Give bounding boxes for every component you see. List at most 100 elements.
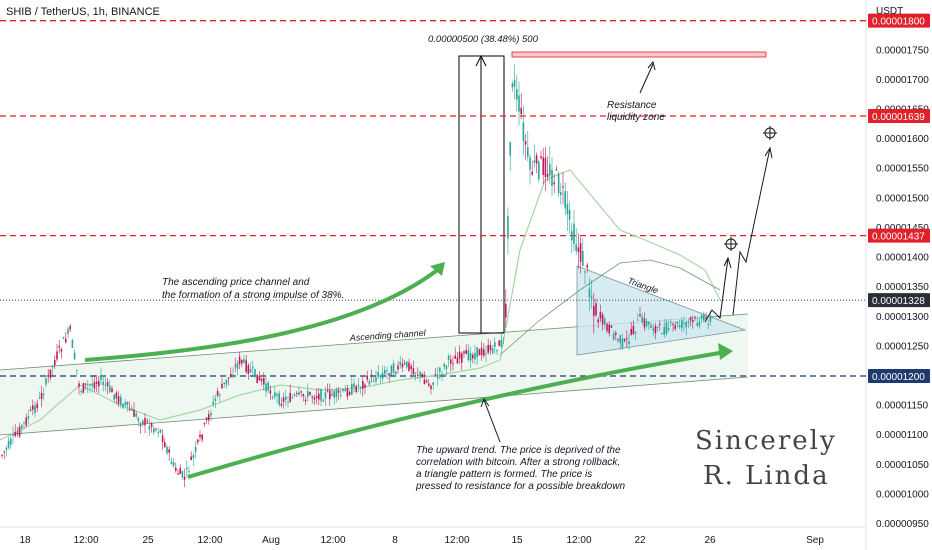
candle-body: [23, 422, 25, 424]
candle-body: [546, 173, 549, 178]
candle-body: [593, 305, 595, 316]
candle-body: [454, 355, 456, 359]
candle-body: [93, 382, 96, 389]
candle-body: [67, 328, 69, 334]
candle-body: [223, 382, 225, 385]
price-level-value: 0.00001200: [872, 372, 925, 383]
candle-body: [311, 396, 313, 398]
candle-body: [12, 434, 14, 436]
candle-body: [513, 80, 516, 87]
candle-body: [285, 396, 287, 400]
candle-body: [84, 383, 87, 385]
candle-body: [14, 432, 16, 436]
channel-lower-line: [0, 376, 749, 436]
candle-body: [91, 383, 93, 386]
candle-body: [269, 390, 272, 394]
candle-body: [267, 382, 269, 391]
candle-body: [467, 349, 470, 361]
price-level-value: 0.00001800: [872, 17, 925, 28]
candle-body: [447, 355, 450, 360]
candle-body: [100, 375, 102, 381]
candle-body: [322, 400, 324, 402]
y-tick-label: 0.00001100: [876, 430, 929, 441]
candle-body: [549, 164, 551, 176]
candle-body: [542, 157, 544, 175]
candle-body: [232, 374, 234, 377]
candle-body: [1, 454, 3, 456]
candle-body: [379, 375, 382, 378]
candle-body: [443, 364, 445, 367]
candle-body: [703, 314, 705, 321]
candle-body: [461, 353, 463, 363]
candle-body: [667, 327, 670, 330]
candle-body: [219, 394, 221, 396]
candle-body: [16, 432, 19, 435]
candle-body: [10, 438, 12, 445]
x-tick-label: 12:00: [444, 535, 469, 546]
candle-body: [491, 348, 494, 354]
candle-body: [458, 351, 461, 359]
candle-body: [573, 223, 575, 244]
candle-body: [408, 362, 410, 371]
candle-body: [278, 393, 280, 405]
candle-body: [124, 402, 126, 406]
candle-body: [661, 333, 663, 335]
y-tick-label: 0.00000950: [876, 519, 929, 530]
moving-average-slow: [499, 259, 721, 356]
candle-body: [36, 403, 38, 409]
candle-body: [520, 107, 522, 115]
candle-body: [560, 192, 562, 195]
candle-body: [342, 388, 344, 392]
candle-body: [128, 409, 131, 411]
candle-body: [102, 381, 104, 386]
candle-body: [265, 383, 267, 392]
candle-body: [49, 369, 52, 378]
candle-body: [45, 378, 47, 385]
candle-body: [522, 122, 525, 142]
candle-body: [485, 353, 487, 355]
candle-body: [626, 338, 628, 340]
candle-body: [436, 375, 439, 379]
candle-body: [590, 296, 593, 299]
candle-body: [291, 397, 294, 399]
candle-body: [425, 380, 428, 383]
candle-body: [256, 374, 258, 384]
candle-body: [194, 446, 197, 453]
candle-body: [302, 394, 305, 397]
candle-body: [498, 340, 500, 346]
candle-body: [544, 157, 547, 177]
candle-body: [153, 428, 155, 433]
projection-arrowhead-1: [723, 256, 732, 269]
candle-body: [441, 373, 443, 375]
candle-body: [557, 173, 560, 194]
candle-body: [612, 333, 615, 340]
candle-body: [263, 378, 265, 385]
candle-body: [406, 361, 408, 368]
candle-body: [190, 456, 192, 461]
candle-body: [348, 392, 351, 395]
candle-body: [238, 356, 241, 365]
candle-body: [397, 365, 399, 370]
candle-body: [401, 363, 404, 368]
candle-body: [161, 435, 164, 443]
candle-body: [258, 376, 261, 381]
projection-path-2: [732, 147, 771, 316]
candle-body: [505, 303, 507, 318]
candle-body: [412, 368, 415, 375]
y-tick-label: 0.00001300: [876, 312, 929, 323]
candle-body: [353, 383, 355, 388]
candle-body: [47, 374, 49, 377]
candle-body: [527, 147, 529, 157]
candle-body: [241, 359, 243, 364]
candle-body: [172, 462, 175, 466]
y-tick-label: 0.00001000: [876, 489, 929, 500]
candle-body: [507, 216, 509, 239]
candle-body: [27, 416, 30, 419]
candle-body: [579, 243, 582, 262]
candle-body: [300, 391, 302, 393]
y-tick-label: 0.00001750: [876, 45, 929, 56]
candle-body: [511, 83, 514, 88]
candle-body: [608, 324, 610, 334]
y-tick-label: 0.00001400: [876, 253, 929, 264]
